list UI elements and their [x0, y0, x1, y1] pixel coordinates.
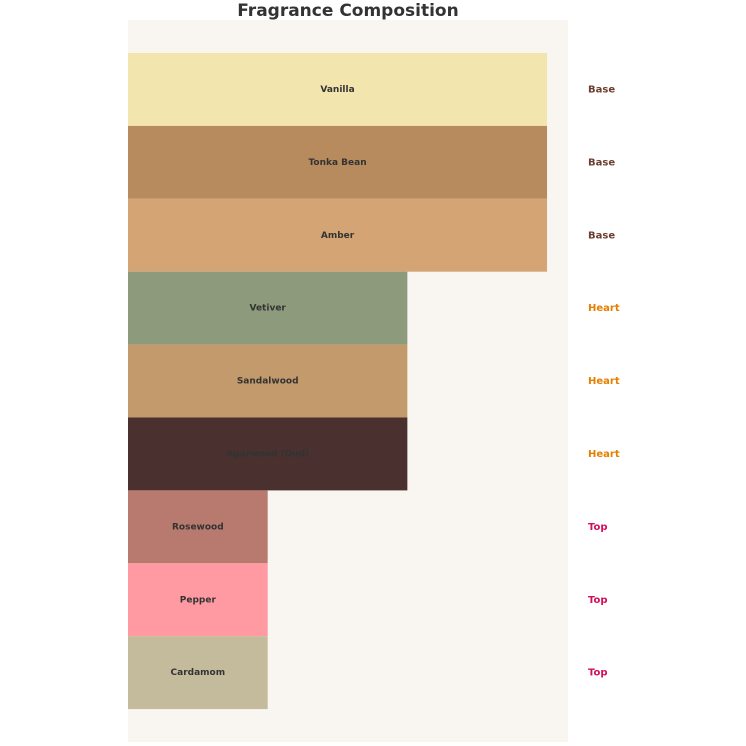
tier-label: Top [588, 595, 608, 606]
tier-label: Heart [588, 449, 620, 460]
bar-label: Rosewood [172, 522, 224, 532]
bar [128, 490, 268, 564]
bar [128, 125, 548, 199]
bar [128, 271, 408, 345]
tier-label: Heart [588, 376, 620, 387]
bar-label: Pepper [180, 595, 217, 605]
bar-label: Vetiver [249, 304, 286, 314]
tier-label: Top [588, 668, 608, 679]
tier-label: Base [588, 84, 615, 95]
bar-label: Tonka Bean [308, 158, 366, 168]
tier-label: Base [588, 230, 615, 241]
bar-label: Agarwood (Oud) [226, 449, 309, 459]
bar [128, 198, 548, 272]
bar-label: Sandalwood [237, 377, 299, 387]
bar-label: Amber [321, 231, 355, 241]
tier-label: Base [588, 157, 615, 168]
bar-label: Vanilla [320, 85, 354, 95]
bar [128, 53, 548, 126]
bar [128, 636, 268, 710]
bar [128, 417, 408, 491]
tier-label: Top [588, 522, 608, 533]
bar [128, 344, 408, 418]
bar-label: Cardamom [171, 668, 226, 678]
tier-label: Heart [588, 303, 620, 314]
bar [128, 563, 268, 637]
chart-title: Fragrance Composition [237, 1, 458, 21]
